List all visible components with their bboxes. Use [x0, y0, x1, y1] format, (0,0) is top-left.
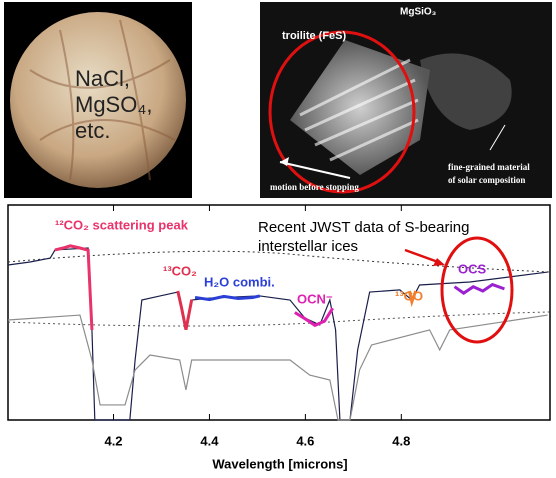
continuum	[7, 250, 551, 273]
europa-labels: NaCl,MgSO₄,etc.	[75, 66, 152, 143]
annotation: interstellar ices	[258, 238, 358, 255]
highlight-segment	[176, 290, 194, 330]
plot-frame	[7, 204, 551, 421]
highlight-segment	[407, 290, 418, 308]
annotation: Recent JWST data of S-bearing	[258, 219, 470, 236]
x-tick-label: 4.2	[104, 433, 122, 448]
grain-labels: troilite (FeS) MgSiO₃ fine-grained materia…	[270, 7, 530, 192]
arrow	[404, 248, 439, 264]
x-tick-label: 4.4	[200, 433, 219, 448]
arrow-head	[433, 258, 445, 266]
x-axis-label: Wavelength [microns]	[212, 456, 347, 471]
highlight-segment	[294, 307, 334, 328]
image-label: NaCl,	[75, 66, 130, 91]
image-label: motion before stopping	[270, 182, 359, 192]
highlight-segment	[453, 282, 505, 295]
spectrum-line	[7, 314, 548, 421]
image-label: MgSO₄,	[75, 92, 152, 117]
highlight-ellipse	[440, 236, 514, 344]
image-label: fine-grained material	[448, 162, 530, 172]
image-label: of solar composition	[448, 175, 525, 185]
europa-image	[4, 2, 192, 198]
continuum	[7, 311, 551, 327]
image-label: etc.	[75, 118, 110, 143]
segment-label: H₂O combi.	[204, 274, 275, 289]
plot: 4.2 4.4 4.6 4.8 ¹²CO₂ scattering peak ¹³CO₂ H₂…	[7, 205, 548, 448]
segment-label: ¹³CO	[395, 288, 423, 303]
x-tick-label: 4.8	[392, 433, 410, 448]
grain-image	[260, 2, 552, 198]
segment-label: ¹³CO₂	[163, 263, 197, 278]
segment-label: OCS	[458, 261, 487, 276]
x-tick-label: 4.6	[296, 433, 314, 448]
image-label: troilite (FeS)	[282, 30, 347, 42]
highlight-segment	[54, 244, 94, 330]
image-label: MgSiO₃	[400, 7, 437, 18]
segment-label: OCN⁻	[297, 291, 333, 306]
segment-label: ¹²CO₂ scattering peak	[55, 217, 189, 232]
highlight-segment	[194, 294, 261, 302]
